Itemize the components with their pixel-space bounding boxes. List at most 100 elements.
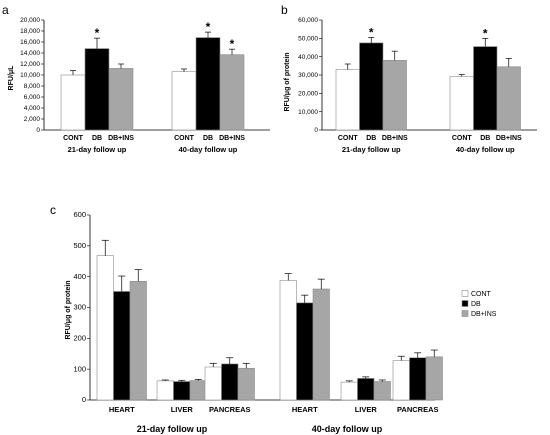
panel-b-significance-mark: *	[483, 26, 488, 40]
panel-c-y-tick-label: 0	[82, 395, 86, 404]
panel-b-significance-mark: *	[369, 25, 374, 39]
panel-b-chart: b RFU/μg of protein 0 10,000 20,000 30,000 4…	[281, 3, 537, 154]
panel-c-bar-db	[409, 357, 427, 401]
panel-c-bar-cont	[392, 360, 410, 401]
legend-label: DB	[471, 301, 481, 308]
legend-swatch-dbins	[461, 310, 469, 317]
panel-a-y-tick-label: 0	[36, 127, 40, 134]
panel-c-category-label: LIVER	[171, 405, 194, 414]
panel-a-y-tick-label: 12,000	[20, 61, 40, 68]
panel-c-bar-dbins	[373, 381, 391, 401]
panel-a-y-tick-label: 18,000	[20, 28, 40, 35]
panel-a-group-label: 40-day follow up	[179, 145, 238, 154]
panel-a-significance-mark: *	[206, 20, 211, 34]
panel-a-category-label: DB+INS	[108, 135, 134, 142]
panel-c-bar-dbins	[189, 380, 207, 401]
panel-b-y-tick-label: 20,000	[298, 91, 318, 98]
panel-b-group-label: 21-day follow up	[342, 145, 401, 154]
panel-a-bar-dbins	[108, 68, 134, 131]
panel-c-bar-db	[221, 363, 239, 401]
panel-c-ylabel: RFU/μg of protein	[65, 280, 72, 339]
panel-c-bar-db	[173, 381, 191, 401]
panel-c-category-label: HEART	[109, 405, 135, 414]
panel-b-category-label: CONT	[452, 135, 473, 142]
panel-b-y-tick-label: 50,000	[298, 36, 318, 43]
panel-b-y-tick-label: 40,000	[298, 54, 318, 61]
panel-a-y-tick-label: 10,000	[20, 72, 40, 79]
panel-a-significance-mark: *	[95, 26, 100, 40]
panel-a-category-label: DB	[203, 135, 213, 142]
panel-c-letter: c	[50, 203, 56, 217]
panel-c-bar-cont	[279, 280, 297, 401]
panel-b-y-tick-label: 10,000	[298, 109, 318, 116]
panel-c-bar-db	[296, 302, 314, 401]
panel-a-bar-cont	[171, 71, 197, 131]
panel-b-bar-dbins	[382, 60, 407, 131]
panel-c-y-tick-label: 400	[73, 272, 86, 281]
panel-b-y-tick-label: 60,000	[298, 17, 318, 24]
panel-a-bar-db	[84, 48, 110, 131]
panel-a-chart: a RFU/μL 0 2,000 4,000 6,000 8,000 10,000 12,0…	[2, 3, 270, 154]
panel-b-bar-cont	[449, 76, 474, 131]
panel-c-y-tick-label: 300	[73, 303, 86, 312]
panel-b-bar-db	[359, 42, 384, 131]
panel-b-bar-db	[473, 46, 498, 131]
panel-c-category-label: PANCREAS	[209, 405, 251, 414]
legend-swatch-db	[461, 300, 469, 307]
panel-a-bar-cont	[60, 74, 86, 131]
panel-c-group-label: 21-day follow up	[137, 424, 208, 434]
panel-c-y-tick-label: 200	[73, 334, 86, 343]
panel-a-bar-dbins	[219, 54, 245, 131]
panel-b-y-tick-label: 30,000	[298, 72, 318, 79]
panel-c-bar-cont	[156, 380, 174, 401]
panel-b-bar-dbins	[496, 66, 521, 131]
panel-c-bar-dbins	[425, 356, 443, 401]
panel-b-category-label: DB	[366, 135, 376, 142]
panel-b-category-label: DB	[480, 135, 490, 142]
panel-b-group-label: 40-day follow up	[456, 145, 515, 154]
legend-swatch-cont	[461, 290, 469, 297]
panel-c-category-label: HEART	[292, 405, 318, 414]
panel-a-category-label: CONT	[174, 135, 195, 142]
panel-a-bar-db	[195, 37, 221, 131]
legend-label: CONT	[471, 291, 492, 298]
panel-a-y-tick-label: 14,000	[20, 50, 40, 57]
panel-a-y-tick-label: 20,000	[20, 17, 40, 24]
panel-a-significance-mark: *	[230, 37, 235, 51]
panel-b-bar-cont	[335, 69, 360, 131]
panel-c-bar-cont	[340, 381, 358, 401]
panel-c-bar-db	[113, 291, 131, 401]
panel-c-bar-dbins	[237, 367, 255, 401]
panel-c-legend: CONT DB DB+INS	[461, 290, 497, 318]
panel-a-y-tick-label: 2,000	[24, 116, 41, 123]
panel-b-category-label: DB+INS	[496, 135, 522, 142]
panel-a-category-label: DB	[92, 135, 102, 142]
panel-c-y-tick-label: 500	[73, 241, 86, 250]
legend-label: DB+INS	[471, 311, 497, 318]
panel-b-category-label: CONT	[338, 135, 359, 142]
panel-a-ylabel: RFU/μL	[8, 65, 15, 91]
panel-c-category-label: PANCREAS	[397, 405, 439, 414]
panel-a-y-tick-label: 16,000	[20, 39, 40, 46]
panel-a-category-label: CONT	[63, 135, 84, 142]
panel-c-group-label: 40-day follow up	[312, 424, 383, 434]
panel-a-y-tick-label: 6,000	[24, 94, 41, 101]
panel-c-y-tick-label: 600	[73, 210, 86, 219]
panel-a-group-label: 21-day follow up	[68, 145, 127, 154]
panel-b-letter: b	[281, 3, 288, 17]
panel-a-letter: a	[2, 3, 9, 17]
panel-a-y-tick-label: 4,000	[24, 105, 41, 112]
panel-a-y-tick-label: 8,000	[24, 83, 41, 90]
panel-c-bar-cont	[204, 366, 222, 401]
panel-c-bar-cont	[96, 255, 114, 401]
panel-a-category-label: DB+INS	[219, 135, 245, 142]
panel-c-bar-db	[357, 378, 375, 401]
panel-c-chart: c RFU/μg of protein 0 100 200 300 400 500 600 H…	[50, 203, 497, 434]
panel-b-category-label: DB+INS	[382, 135, 408, 142]
panel-c-bar-dbins	[312, 288, 330, 401]
panel-c-bar-dbins	[129, 280, 147, 401]
panel-c-y-tick-label: 100	[73, 364, 86, 373]
panel-b-ylabel: RFU/μg of protein	[284, 52, 291, 111]
panel-b-y-tick-label: 0	[314, 127, 318, 134]
